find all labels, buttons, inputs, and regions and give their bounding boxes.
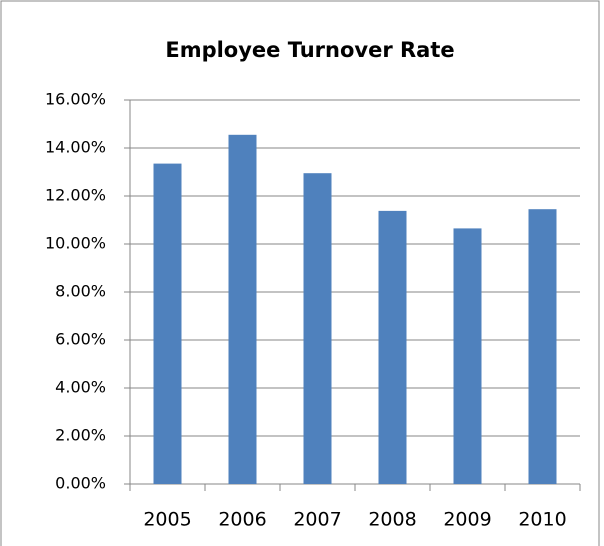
y-tick-label: 10.00% [45, 234, 106, 253]
y-tick-label: 2.00% [55, 426, 106, 445]
chart-title: Employee Turnover Rate [165, 38, 454, 62]
x-tick-label: 2008 [368, 509, 416, 531]
x-tick-label: 2007 [293, 509, 341, 531]
y-tick-label: 16.00% [45, 90, 106, 109]
bar [153, 163, 182, 484]
bar [228, 134, 257, 485]
x-tick-label: 2010 [518, 509, 566, 531]
y-tick-label: 6.00% [55, 330, 106, 349]
y-tick-label: 4.00% [55, 378, 106, 397]
y-tick-label: 0.00% [55, 474, 106, 493]
bar [453, 228, 482, 484]
bar [303, 173, 332, 484]
y-tick-label: 14.00% [45, 138, 106, 157]
y-tick-label: 12.00% [45, 186, 106, 205]
y-tick-label: 8.00% [55, 282, 106, 301]
x-tick-label: 2006 [218, 509, 266, 531]
bar [528, 209, 557, 484]
x-tick-label: 2005 [143, 509, 191, 531]
x-tick-label: 2009 [443, 509, 491, 531]
bar [378, 210, 407, 484]
